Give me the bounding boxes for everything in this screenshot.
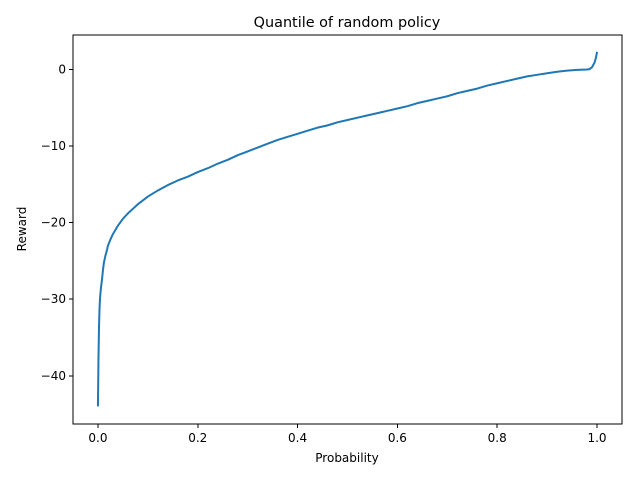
y-tick-label: −30 xyxy=(41,292,66,306)
y-axis-label: Reward xyxy=(15,207,29,252)
x-tick-label: 0.8 xyxy=(488,431,507,445)
chart-title: Quantile of random policy xyxy=(254,15,441,31)
x-tick-label: 1.0 xyxy=(587,431,606,445)
x-tick-label: 0.2 xyxy=(188,431,207,445)
y-tick-label: −40 xyxy=(41,369,66,383)
series-layer xyxy=(96,51,599,407)
x-tick-label: 0.4 xyxy=(288,431,307,445)
plot-frame xyxy=(72,34,623,425)
x-tick-label: 0.0 xyxy=(88,431,107,445)
y-tick-label: −20 xyxy=(41,216,66,230)
y-tick-label: 0 xyxy=(58,62,66,76)
x-axis-label: Probability xyxy=(315,451,378,465)
ticks-layer: 0.0 0.2 0.4 0.6 0.8 1.0 −40 −30 −20 −10 0 xyxy=(41,62,607,445)
series-line xyxy=(96,51,599,407)
x-tick-label: 0.6 xyxy=(388,431,407,445)
y-tick-label: −10 xyxy=(41,139,66,153)
